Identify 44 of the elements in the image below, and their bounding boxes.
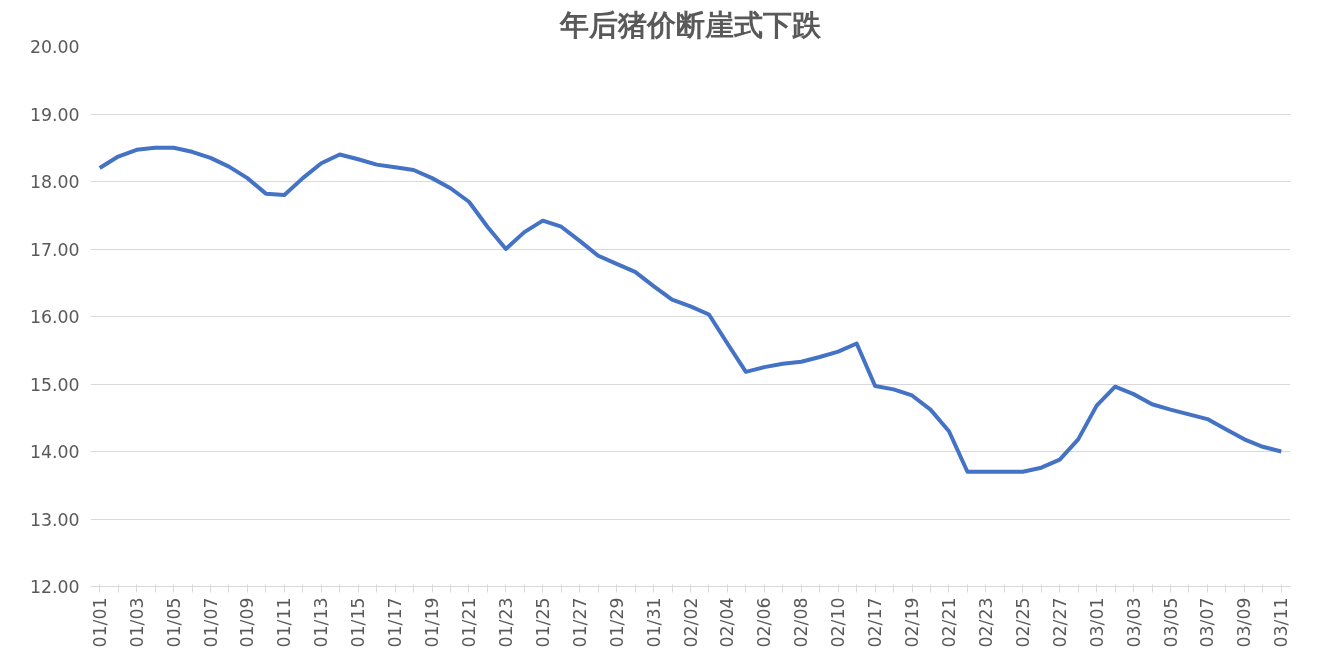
x-tick-label: 02/04	[717, 597, 738, 648]
x-tick-label: 01/21	[458, 597, 479, 648]
x-tick-label: 02/27	[1049, 597, 1070, 648]
y-tick-label: 18.00	[29, 172, 80, 192]
x-tick-label: 01/17	[385, 597, 406, 648]
x-tick-label: 02/02	[680, 597, 701, 648]
x-tick-label: 03/01	[1086, 597, 1107, 648]
y-tick-label: 12.00	[29, 577, 80, 597]
x-tick-label: 01/15	[348, 597, 369, 648]
y-tick-label: 15.00	[29, 374, 80, 395]
y-tick-label: 14.00	[29, 442, 80, 462]
line-series	[97, 145, 1284, 474]
x-tick-label: 01/13	[311, 597, 332, 648]
y-tick-label: 13.00	[29, 509, 80, 530]
x-tick-label: 03/09	[1234, 597, 1255, 648]
x-tick-label: 01/19	[422, 597, 443, 648]
x-tick-label: 01/07	[200, 597, 221, 648]
x-tick-label: 02/23	[975, 597, 996, 648]
x-tick-label: 03/07	[1197, 597, 1218, 648]
x-tick-label: 03/05	[1160, 597, 1181, 648]
x-tick-label: 01/01	[89, 597, 110, 648]
x-tick-label: 03/11	[1271, 597, 1292, 648]
x-tick-label: 02/10	[828, 597, 849, 648]
x-tick-label: 01/25	[532, 597, 553, 648]
x-tick-label: 01/31	[643, 597, 664, 648]
x-tick-label: 02/19	[902, 597, 923, 648]
x-tick-label: 01/03	[126, 597, 147, 648]
x-tick-label: 01/29	[606, 597, 627, 648]
y-tick-label: 20.00	[29, 37, 80, 57]
y-tick-label: 17.00	[29, 239, 80, 260]
x-tick-label: 01/27	[569, 597, 590, 648]
x-tick-label: 02/06	[754, 597, 775, 648]
x-tick-label: 02/17	[865, 597, 886, 648]
chart-title: 年后猪价断崖式下跌	[559, 7, 822, 42]
y-tick-label: 19.00	[29, 104, 80, 125]
x-tick-label: 01/23	[495, 597, 516, 648]
x-tick-label: 02/21	[938, 597, 959, 648]
x-tick-label: 01/05	[163, 597, 184, 648]
x-tick-label: 01/11	[274, 597, 295, 648]
x-tick-label: 01/09	[237, 597, 258, 648]
x-tick-label: 02/08	[791, 597, 812, 648]
y-tick-label: 16.00	[29, 307, 80, 327]
x-tick-label: 03/03	[1123, 597, 1144, 648]
x-tick-label: 02/25	[1012, 597, 1033, 648]
